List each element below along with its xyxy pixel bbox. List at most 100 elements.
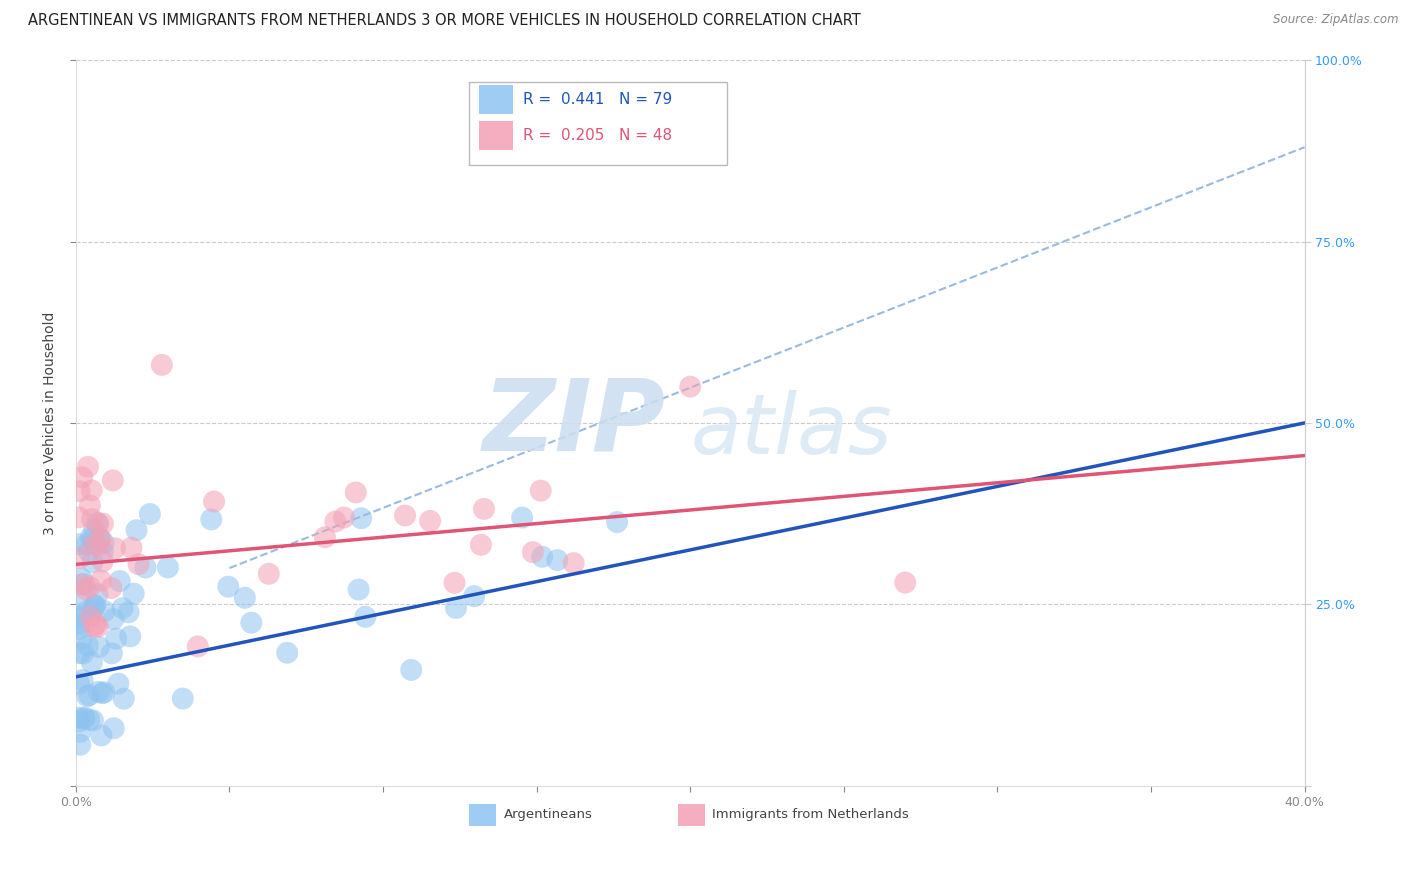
Point [108, 574, 131, 588]
Text: atlas: atlas [690, 390, 891, 471]
Point [93, 685, 115, 699]
Bar [470, 82, 727, 165]
Point [84, 598, 107, 612]
Point [86, 516, 108, 530]
Point [394, 508, 416, 523]
Point [354, 610, 377, 624]
Point [200, 512, 222, 526]
Point [69, 738, 91, 752]
Point [87, 517, 110, 532]
Point [314, 530, 336, 544]
Point [79, 688, 101, 702]
Point [510, 510, 533, 524]
Point [67, 610, 90, 624]
Point [470, 538, 492, 552]
Point [73, 576, 96, 591]
Point [100, 581, 122, 595]
Point [325, 515, 347, 529]
Point [67, 592, 90, 607]
Point [77, 544, 100, 558]
Point [82, 532, 104, 546]
Point [233, 591, 256, 605]
Point [90, 532, 112, 546]
Point [276, 646, 298, 660]
Point [91, 544, 114, 558]
Text: Source: ZipAtlas.com: Source: ZipAtlas.com [1274, 13, 1399, 27]
Point [257, 566, 280, 581]
Point [399, 663, 422, 677]
Point [70, 577, 93, 591]
Point [93, 536, 115, 550]
Point [76, 639, 98, 653]
Point [76, 604, 98, 618]
Point [107, 676, 129, 690]
Point [103, 721, 125, 735]
Point [72, 673, 94, 687]
Point [121, 541, 143, 555]
Point [67, 609, 90, 624]
Point [67, 617, 90, 632]
Point [172, 691, 194, 706]
Point [69, 550, 91, 565]
Point [82, 714, 104, 728]
Point [443, 575, 465, 590]
Point [522, 545, 544, 559]
Point [120, 629, 142, 643]
Text: ZIP: ZIP [482, 375, 665, 471]
Point [117, 605, 139, 619]
Point [69, 724, 91, 739]
Point [80, 483, 103, 498]
Point [128, 558, 150, 572]
Point [82, 555, 104, 569]
Point [530, 483, 553, 498]
Point [70, 631, 93, 645]
Text: ARGENTINEAN VS IMMIGRANTS FROM NETHERLANDS 3 OR MORE VEHICLES IN HOUSEHOLD CORRE: ARGENTINEAN VS IMMIGRANTS FROM NETHERLAN… [28, 13, 860, 29]
Point [69, 484, 91, 499]
Point [67, 714, 90, 729]
Point [531, 549, 554, 564]
Point [79, 499, 101, 513]
Point [79, 531, 101, 545]
Point [91, 554, 114, 568]
Point [84, 617, 107, 632]
Point [444, 600, 467, 615]
Point [87, 685, 110, 699]
Point [187, 640, 209, 654]
Point [472, 502, 495, 516]
Point [344, 485, 367, 500]
Bar [479, 85, 513, 113]
Point [75, 582, 97, 597]
Y-axis label: 3 or more Vehicles in Household: 3 or more Vehicles in Household [44, 311, 58, 534]
Point [134, 560, 156, 574]
Point [111, 601, 134, 615]
Point [70, 470, 93, 484]
Point [83, 599, 105, 614]
Point [156, 560, 179, 574]
Point [86, 587, 108, 601]
Point [679, 379, 702, 393]
Text: Argentineans: Argentineans [503, 808, 592, 822]
Point [479, 147, 502, 161]
Point [82, 602, 104, 616]
Text: R =  0.205   N = 48: R = 0.205 N = 48 [523, 128, 672, 144]
Point [83, 523, 105, 537]
Point [333, 510, 356, 524]
Point [72, 647, 94, 661]
Point [67, 676, 90, 690]
Point [77, 713, 100, 727]
Point [894, 575, 917, 590]
Bar [470, 804, 496, 826]
Point [125, 523, 148, 537]
Point [463, 589, 485, 603]
Bar [678, 804, 704, 826]
Point [101, 474, 124, 488]
Point [103, 612, 125, 626]
Point [101, 646, 124, 660]
Point [240, 615, 263, 630]
Point [89, 531, 111, 545]
Point [76, 690, 98, 704]
Point [67, 537, 90, 551]
Point [150, 358, 173, 372]
Point [73, 712, 96, 726]
Point [80, 656, 103, 670]
